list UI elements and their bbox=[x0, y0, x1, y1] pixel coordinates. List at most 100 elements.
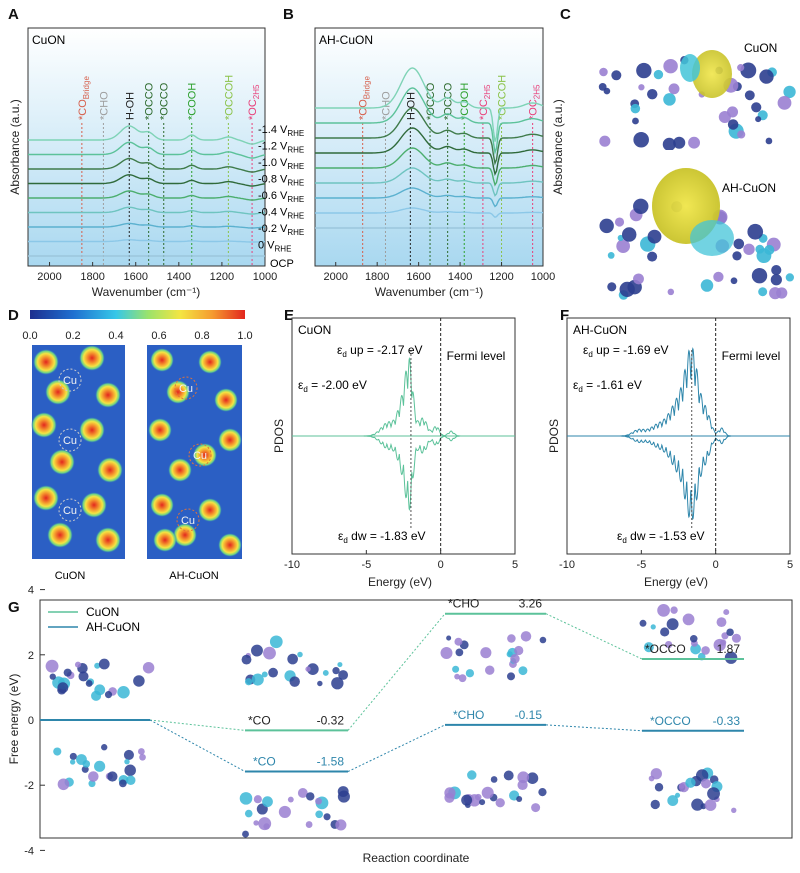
panel-c-atom bbox=[737, 130, 746, 139]
panel-g-ytick-label: 2 bbox=[28, 650, 34, 662]
panel-g-ylabel: Free energy (eV) bbox=[7, 674, 21, 765]
panel-g-structure-atom bbox=[261, 671, 268, 678]
panel-g-structure-atom bbox=[337, 790, 350, 803]
panel-g-structure-atom bbox=[287, 796, 294, 803]
panel-f-xtick-label: -5 bbox=[636, 559, 646, 571]
panel-c-atom bbox=[743, 243, 755, 256]
panel-g-ytick-label: -2 bbox=[24, 780, 34, 792]
panel-g-state-label: *CHO bbox=[453, 708, 484, 722]
panel-c-top-cyan-lobe bbox=[680, 54, 700, 82]
panel-g-structure-atom bbox=[88, 780, 96, 788]
panel-e-sample: CuON bbox=[298, 323, 331, 337]
panel-d-elf-blob bbox=[173, 523, 197, 547]
panel-f-xtick-label: -10 bbox=[559, 559, 575, 571]
panel-a-species-label: *COOH bbox=[187, 83, 199, 120]
panel-g-structure-atom bbox=[440, 646, 453, 659]
panel-g-structure-atom bbox=[269, 635, 283, 649]
panel-d-cu-site-label: Cu bbox=[181, 515, 195, 527]
panel-g-structure-atom bbox=[719, 639, 727, 646]
panel-c-atom bbox=[759, 69, 774, 84]
panel-d-elf-blob bbox=[198, 498, 222, 522]
panel-g-structure-atom bbox=[458, 674, 467, 683]
panel-g-ytick-label: 0 bbox=[28, 715, 34, 727]
panel-c-atom bbox=[621, 227, 637, 242]
panel-g-structure-atom bbox=[315, 797, 322, 805]
panel-g-structure-atom bbox=[57, 682, 69, 694]
panel-a-spectrum-curve bbox=[28, 141, 266, 159]
panel-g-structure-atom bbox=[263, 823, 270, 830]
panel-g-structure-atom bbox=[69, 752, 77, 761]
panel-f-eps-dw-label: εd dw = -1.53 eV bbox=[617, 529, 705, 545]
panel-a-xtick-label: 2000 bbox=[37, 271, 61, 283]
panel-f-xlabel: Energy (eV) bbox=[644, 575, 708, 589]
panel-c-atom bbox=[667, 288, 675, 296]
panel-g-connector bbox=[347, 613, 446, 731]
panel-d-elf-blob bbox=[49, 449, 75, 475]
panel-g-structure-atom bbox=[721, 632, 729, 640]
panel-g-legend-label: CuON bbox=[86, 605, 119, 619]
panel-a-letter: A bbox=[8, 6, 19, 23]
panel-g-structure-atom bbox=[461, 794, 473, 806]
panel-a-potential-label: OCP bbox=[270, 258, 294, 270]
panel-d-cu-site-circle bbox=[58, 368, 82, 392]
panel-e-eps-dw-label: εd dw = -1.83 eV bbox=[338, 529, 426, 545]
panel-g-structure-atom bbox=[667, 795, 679, 806]
panel-g-structure-atom bbox=[268, 667, 278, 678]
panel-c-atom bbox=[607, 282, 617, 292]
panel-c-atom bbox=[713, 271, 724, 283]
panel-c-atom bbox=[599, 218, 614, 234]
panel-g-structure-atom bbox=[503, 770, 514, 781]
panel-g-structure-atom bbox=[481, 786, 494, 799]
panel-g-frame bbox=[39, 599, 793, 839]
panel-c-atom bbox=[599, 67, 608, 77]
panel-g-structure-atom bbox=[704, 799, 717, 811]
panel-a-species-label: *OCCO bbox=[144, 82, 156, 120]
panel-c-bottom-structure bbox=[599, 198, 794, 300]
panel-g-structure-atom bbox=[278, 805, 291, 818]
panel-g-structure-atom bbox=[244, 809, 253, 818]
panel-g-structure-atom bbox=[465, 669, 475, 678]
panel-c-top-label: CuON bbox=[744, 41, 777, 55]
panel-g-structure-atom bbox=[490, 776, 498, 783]
panel-a-potential-label: 0 VRHE bbox=[258, 240, 291, 254]
panel-d-colorbar-tick: 0.8 bbox=[194, 330, 209, 342]
panel-d-map-left bbox=[32, 345, 125, 559]
panel-g-ytick-label: -4 bbox=[24, 845, 34, 857]
panel-g-structure-atom bbox=[650, 768, 662, 780]
panel-g-structure-atom bbox=[305, 821, 313, 828]
panel-f-xtick-label: 5 bbox=[787, 559, 793, 571]
panel-a-potential-label: -0.2 VRHE bbox=[258, 223, 304, 237]
panel-g-state-label: *OCCO bbox=[650, 714, 691, 728]
panel-c-atom bbox=[765, 137, 773, 145]
panel-f-eps-up-label: εd up = -1.69 eV bbox=[583, 343, 669, 359]
panel-c-atom bbox=[617, 234, 624, 241]
panel-g-structure-atom bbox=[315, 810, 323, 819]
panel-g-structure-atom bbox=[468, 794, 481, 807]
panel-a-species-label: *OC2H5 bbox=[247, 84, 261, 120]
panel-d-cu-site-circle bbox=[58, 498, 82, 522]
panel-g-structure-atom bbox=[239, 792, 253, 805]
panel-c-atom bbox=[633, 198, 649, 215]
panel-e-ylabel: PDOS bbox=[272, 419, 286, 453]
panel-d-elf-blob bbox=[95, 527, 121, 553]
panel-g-structure-atom bbox=[654, 783, 664, 792]
panel-b-spectrum-curve bbox=[315, 147, 544, 187]
panel-g-structure-atom bbox=[455, 648, 464, 657]
panel-g-structure-atom bbox=[650, 799, 660, 810]
panel-g-structure-atom bbox=[643, 642, 654, 653]
panel-g-structure-atom bbox=[94, 662, 101, 669]
panel-c-atom bbox=[769, 287, 782, 300]
panel-g-structure-atom bbox=[253, 795, 262, 804]
panel-g-structure-atom bbox=[251, 644, 263, 657]
panel-g-ytick-label: 4 bbox=[28, 585, 34, 597]
panel-a-spectrum-curve bbox=[28, 222, 266, 229]
panel-c-atom bbox=[653, 69, 664, 80]
panel-g-structure-atom bbox=[685, 777, 696, 788]
panel-c-atom bbox=[611, 70, 622, 81]
panel-b-frame bbox=[314, 27, 544, 267]
panel-g-structure-atom bbox=[674, 792, 681, 798]
panel-d-cu-site-circle bbox=[58, 428, 82, 452]
panel-c-atom bbox=[647, 229, 662, 244]
panel-g-state-label: *CO bbox=[248, 713, 271, 727]
